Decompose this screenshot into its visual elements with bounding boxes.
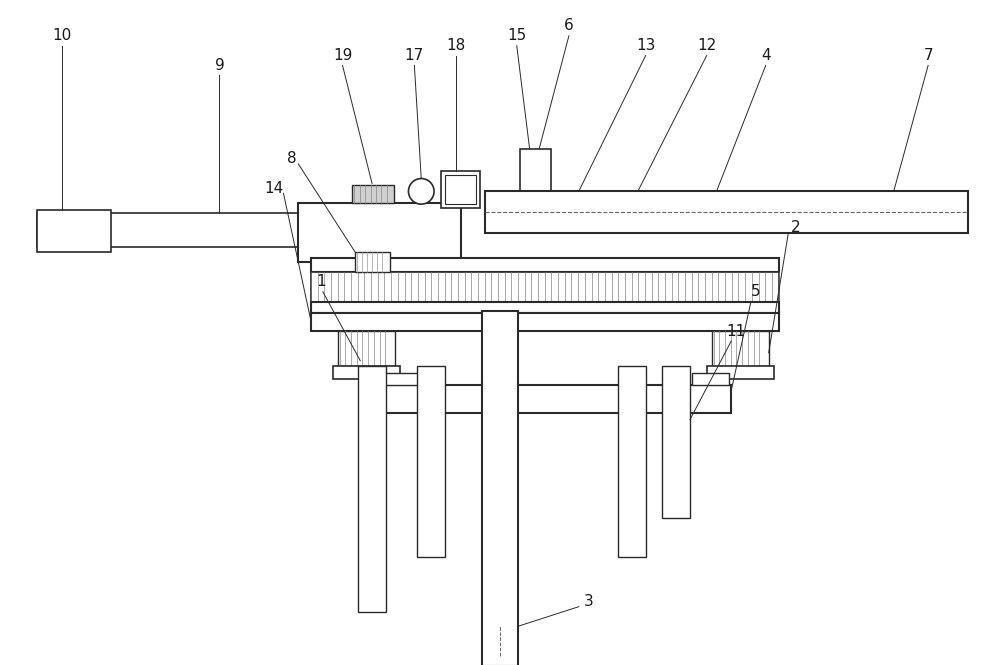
Text: 5: 5 [751, 284, 761, 299]
Bar [355, 253, 390, 272]
Text: 18: 18 [446, 38, 465, 53]
Bar [618, 366, 646, 557]
Text: 3: 3 [584, 595, 593, 609]
Text: 6: 6 [564, 19, 574, 33]
Bar [37, 213, 328, 247]
Text: 2: 2 [790, 220, 800, 235]
Bar [692, 374, 729, 385]
Text: 1: 1 [316, 275, 326, 289]
Text: 13: 13 [636, 38, 655, 53]
Bar [662, 366, 690, 518]
Text: 15: 15 [507, 29, 526, 43]
Text: 11: 11 [727, 324, 746, 338]
Bar [417, 366, 445, 557]
Bar [352, 186, 394, 203]
Bar [358, 366, 386, 612]
Bar [707, 366, 774, 379]
Bar [338, 331, 395, 366]
Bar [485, 192, 968, 233]
Bar [311, 258, 779, 272]
Text: 10: 10 [52, 29, 72, 43]
Bar [311, 272, 779, 302]
Bar [311, 302, 779, 313]
Text: 19: 19 [333, 48, 352, 63]
Bar [37, 210, 111, 253]
Text: 12: 12 [697, 38, 716, 53]
Text: 7: 7 [923, 48, 933, 63]
Bar [441, 171, 480, 208]
Bar [712, 331, 769, 366]
Bar [520, 149, 551, 228]
Bar [445, 175, 476, 204]
Bar [382, 374, 419, 385]
Bar [372, 385, 731, 413]
Text: 14: 14 [264, 181, 283, 196]
Bar [482, 311, 518, 665]
Bar [333, 366, 400, 379]
Text: 8: 8 [287, 152, 296, 166]
Text: 9: 9 [215, 58, 224, 73]
Circle shape [408, 179, 434, 204]
Bar [311, 313, 779, 331]
Text: 4: 4 [761, 48, 771, 63]
Bar [298, 203, 461, 262]
Text: 17: 17 [405, 48, 424, 63]
